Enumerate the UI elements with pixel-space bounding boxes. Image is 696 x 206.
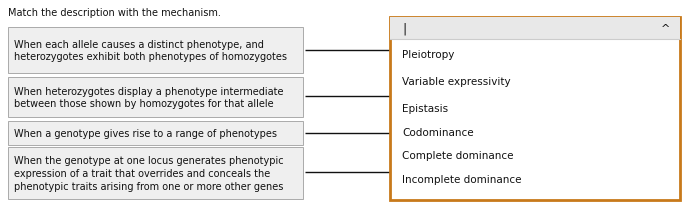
Text: Incomplete dominance: Incomplete dominance xyxy=(402,174,521,184)
FancyBboxPatch shape xyxy=(8,147,303,199)
Text: When the genotype at one locus generates phenotypic
expression of a trait that o: When the genotype at one locus generates… xyxy=(14,156,284,191)
FancyBboxPatch shape xyxy=(390,18,680,40)
Text: Pleiotropy: Pleiotropy xyxy=(402,50,454,60)
Text: Codominance: Codominance xyxy=(402,127,473,137)
Text: Variable expressivity: Variable expressivity xyxy=(402,77,511,87)
FancyBboxPatch shape xyxy=(8,28,303,74)
Text: Match the description with the mechanism.: Match the description with the mechanism… xyxy=(8,8,221,18)
Text: Complete dominance: Complete dominance xyxy=(402,150,514,160)
Text: When heterozygotes display a phenotype intermediate
between those shown by homoz: When heterozygotes display a phenotype i… xyxy=(14,86,283,109)
Text: Epistasis: Epistasis xyxy=(402,103,448,114)
Text: When a genotype gives rise to a range of phenotypes: When a genotype gives rise to a range of… xyxy=(14,128,277,138)
Text: When each allele causes a distinct phenotype, and
heterozygotes exhibit both phe: When each allele causes a distinct pheno… xyxy=(14,39,287,62)
Text: ^: ^ xyxy=(661,24,670,34)
FancyBboxPatch shape xyxy=(390,18,680,200)
FancyBboxPatch shape xyxy=(8,78,303,117)
FancyBboxPatch shape xyxy=(8,121,303,145)
Text: |: | xyxy=(402,22,406,35)
